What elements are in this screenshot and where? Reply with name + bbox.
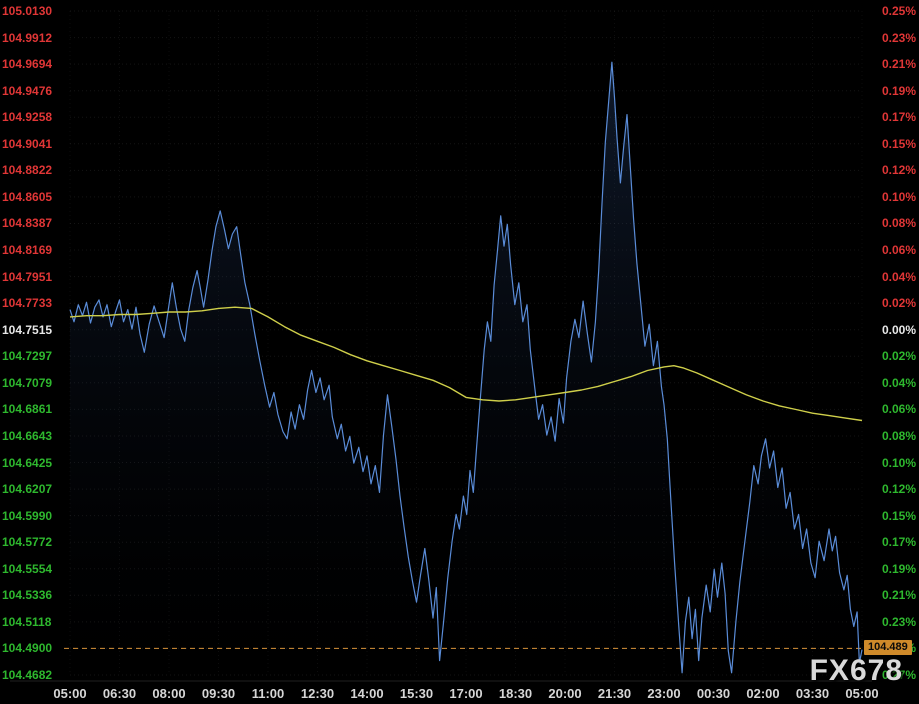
- percent-label: 0.12%: [881, 163, 916, 178]
- percent-label: 0.19%: [881, 561, 916, 576]
- moving-average-line: [69, 306, 863, 422]
- price-label: 104.4900: [2, 641, 53, 656]
- percent-label: 0.21%: [881, 588, 916, 603]
- time-label: 15:30: [399, 686, 434, 701]
- percent-label: 0.12%: [881, 482, 916, 497]
- percent-label: 0.06%: [881, 243, 916, 258]
- time-label: 23:00: [647, 686, 681, 701]
- percent-label: 0.04%: [881, 375, 916, 390]
- price-label: 104.7515: [2, 322, 53, 337]
- price-label: 104.7079: [2, 375, 53, 390]
- time-label: 20:00: [548, 686, 582, 701]
- percent-label: 0.23%: [881, 614, 916, 629]
- time-label: 09:30: [201, 686, 236, 701]
- percent-label: 0.08%: [881, 216, 916, 231]
- price-label: 105.0130: [2, 4, 53, 18]
- price-area-fill: [70, 62, 862, 675]
- price-label: 104.5990: [2, 508, 53, 523]
- price-label: 104.5772: [2, 535, 53, 550]
- price-label: 104.9476: [2, 83, 53, 98]
- time-label: 12:30: [300, 686, 335, 701]
- price-label: 104.7297: [2, 349, 53, 364]
- percent-label: 0.15%: [881, 508, 916, 523]
- percent-label: 0.15%: [881, 136, 916, 151]
- price-label: 104.6643: [2, 428, 53, 443]
- percent-label: 0.10%: [881, 455, 916, 470]
- price-label: 104.8169: [2, 243, 53, 258]
- price-label: 104.7951: [2, 269, 53, 284]
- time-label: 17:00: [449, 686, 483, 701]
- price-label: 104.5554: [2, 561, 53, 576]
- time-label: 08:00: [152, 686, 186, 701]
- time-label: 18:30: [498, 686, 533, 701]
- percent-label: 0.02%: [881, 349, 916, 364]
- percent-label: 0.08%: [881, 428, 916, 443]
- percent-label: 0.06%: [881, 402, 916, 417]
- price-label: 104.5118: [2, 614, 52, 629]
- price-label: 104.9912: [2, 30, 53, 45]
- time-label: 05:00: [845, 686, 879, 701]
- percent-label: 0.04%: [881, 269, 916, 284]
- time-label: 00:30: [696, 686, 731, 701]
- time-label: 02:00: [746, 686, 780, 701]
- price-label: 104.8605: [2, 189, 53, 204]
- time-label: 05:00: [53, 686, 87, 701]
- price-label: 104.5336: [2, 588, 53, 603]
- percent-label: 0.17%: [881, 535, 916, 550]
- price-label: 104.6425: [2, 455, 53, 470]
- time-label: 14:00: [350, 686, 384, 701]
- percent-label: 0.23%: [881, 30, 916, 45]
- percent-label: 0.27%: [881, 668, 916, 682]
- percent-label: 0.02%: [881, 296, 916, 311]
- price-label: 104.6207: [2, 482, 53, 497]
- percent-label: 0.17%: [881, 110, 916, 125]
- percent-label: 0.19%: [881, 83, 916, 98]
- percent-label: 0.00%: [881, 322, 916, 337]
- percent-label: 0.25%: [881, 4, 916, 18]
- percent-label: 0.21%: [881, 57, 916, 72]
- time-label: 06:30: [102, 686, 137, 701]
- time-label: 21:30: [597, 686, 632, 701]
- percent-label: 0.10%: [881, 189, 916, 204]
- price-label: 104.8387: [2, 216, 53, 231]
- time-label: 03:30: [795, 686, 830, 701]
- watermark: FX678: [809, 654, 903, 687]
- price-label: 104.9041: [2, 136, 53, 151]
- price-label: 104.8822: [2, 163, 53, 178]
- price-label: 104.7733: [2, 296, 53, 311]
- price-label: 104.6861: [2, 402, 53, 417]
- price-label: 104.4682: [2, 668, 53, 682]
- price-label: 104.9694: [2, 57, 53, 72]
- price-line: [69, 61, 863, 674]
- last-price-badge: 104.489: [864, 640, 912, 656]
- time-label: 11:00: [251, 686, 285, 701]
- price-label: 104.9258: [2, 110, 53, 125]
